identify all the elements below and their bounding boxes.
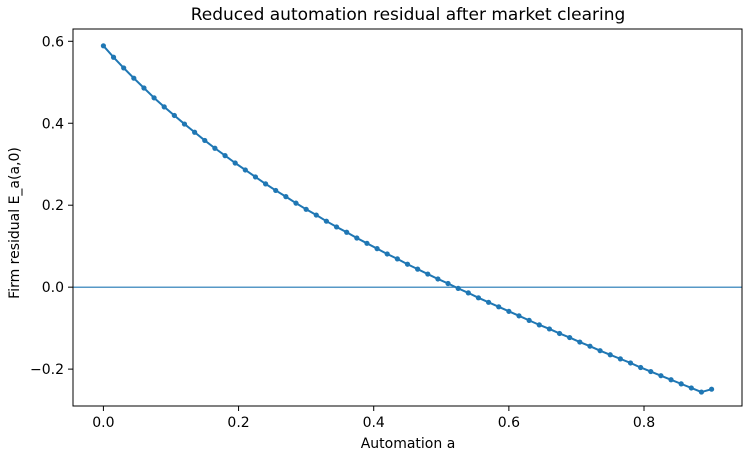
data-point [212,145,218,151]
x-tick-label: 0.8 [633,415,655,431]
x-tick-label: 0.6 [498,415,520,431]
data-point [344,229,350,235]
x-tick-label: 0.2 [227,415,249,431]
data-point [333,224,340,230]
data-point [323,218,330,224]
data-point [567,334,573,341]
data-point [161,104,167,110]
data-point [232,160,238,166]
x-tick-label: 0.0 [92,415,114,431]
data-point [688,385,694,391]
data-point [587,343,593,349]
data-point [222,153,228,159]
x-axis-ticks: 0.0 0.2 0.4 0.6 0.8 [92,406,655,431]
x-axis-label: Automation a [361,436,456,452]
data-point [546,326,553,332]
data-point [698,389,705,395]
data-point [181,121,188,127]
data-point [252,174,259,180]
data-point [648,368,654,375]
data-point [617,356,623,362]
data-point [394,256,400,262]
data-point [171,112,177,119]
data-point [485,299,492,305]
data-point [455,285,461,291]
data-point [526,317,532,323]
x-tick-label: 0.4 [363,415,385,431]
data-point [668,377,674,383]
data-point [141,85,147,91]
data-point [607,352,613,358]
data-point [415,266,421,272]
data-point [110,54,117,60]
data-point [425,271,431,277]
data-point [465,290,471,296]
data-point [627,360,634,366]
plot-frame [72,28,743,407]
y-tick-label: 0.6 [42,34,64,50]
data-point [303,206,309,212]
data-point [242,167,248,173]
data-point [708,386,715,392]
data-point [445,280,451,287]
data-point [556,330,563,337]
data-point [293,200,299,206]
data-point [475,295,482,301]
y-tick-label: 0.0 [42,280,64,296]
data-point [638,364,644,371]
data-point [121,65,127,71]
data-point [384,251,390,257]
y-axis-ticks: −0.2 0.0 0.2 0.4 0.6 [30,34,73,378]
data-point [354,235,360,241]
data-point [404,261,411,267]
data-point [313,212,319,218]
data-point [597,348,603,354]
data-point [374,246,380,252]
data-point [577,339,583,345]
data-point [658,373,664,379]
y-tick-label: −0.2 [30,362,64,378]
chart-title: Reduced automation residual after market… [191,5,626,25]
y-tick-label: 0.4 [42,116,64,132]
data-point [516,313,522,319]
data-point [435,276,441,282]
data-point [364,240,370,246]
data-point [273,187,279,194]
y-tick-label: 0.2 [42,198,64,214]
data-point [151,95,157,101]
data-point [496,304,502,310]
y-axis-label: Firm residual E_a(a,0) [7,147,23,299]
data-point [283,194,289,200]
data-point [131,75,137,81]
data-point [506,308,512,314]
series-layer [100,43,715,395]
data-point [100,43,107,49]
data-point [202,137,208,144]
data-point [536,322,542,328]
data-point [192,129,198,135]
data-point [678,381,684,387]
data-point [262,181,269,187]
